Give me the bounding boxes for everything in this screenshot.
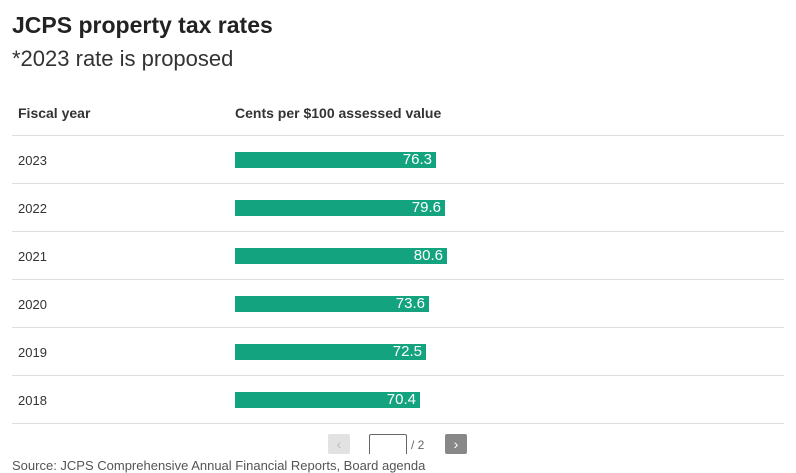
column-header-fiscal-year: Fiscal year (18, 105, 91, 121)
table-body: 2023 76.3 2022 79.6 2021 80.6 2020 73.6 2019 72.5… (12, 136, 784, 424)
bar-2018: 70.4 (235, 391, 420, 408)
fiscal-year-cell: 2022 (18, 201, 47, 216)
fiscal-year-cell: 2023 (18, 153, 47, 168)
table-row: 2022 79.6 (12, 184, 784, 232)
bar-value-label: 72.5 (392, 343, 422, 360)
table-header: Fiscal year Cents per $100 assessed valu… (12, 88, 784, 136)
chevron-left-icon: ‹ (336, 436, 342, 452)
table-row: 2020 73.6 (12, 280, 784, 328)
bar-2023: 76.3 (235, 151, 436, 168)
page-number-input[interactable] (369, 434, 407, 454)
bar-value-label: 76.3 (402, 151, 432, 168)
bar-2021: 80.6 (235, 247, 447, 264)
table-row: 2019 72.5 (12, 328, 784, 376)
bar-value-label: 70.4 (386, 391, 416, 408)
bar-2020: 73.6 (235, 295, 429, 312)
fiscal-year-cell: 2019 (18, 345, 47, 360)
table-row: 2021 80.6 (12, 232, 784, 280)
previous-page-button[interactable]: ‹ (328, 434, 350, 454)
table-row: 2023 76.3 (12, 136, 784, 184)
page-total: / 2 (411, 438, 425, 452)
bar-value-label: 73.6 (395, 295, 425, 312)
next-page-button[interactable]: › (445, 434, 467, 454)
bar-2022: 79.6 (235, 199, 445, 216)
table-row: 2018 70.4 (12, 376, 784, 424)
fiscal-year-cell: 2021 (18, 249, 47, 264)
chart-title: JCPS property tax rates (12, 12, 273, 38)
fiscal-year-cell: 2020 (18, 297, 47, 312)
source-note: Source: JCPS Comprehensive Annual Financ… (12, 458, 426, 473)
bar-value-label: 80.6 (413, 247, 443, 264)
column-header-cents: Cents per $100 assessed value (235, 105, 442, 121)
bar-value-label: 79.6 (411, 199, 441, 216)
tax-rate-table: Fiscal year Cents per $100 assessed valu… (12, 88, 784, 424)
chart-subtitle: *2023 rate is proposed (12, 46, 234, 71)
pagination: ‹ / 2 › (0, 434, 796, 454)
fiscal-year-cell: 2018 (18, 393, 47, 408)
bar-2019: 72.5 (235, 343, 426, 360)
